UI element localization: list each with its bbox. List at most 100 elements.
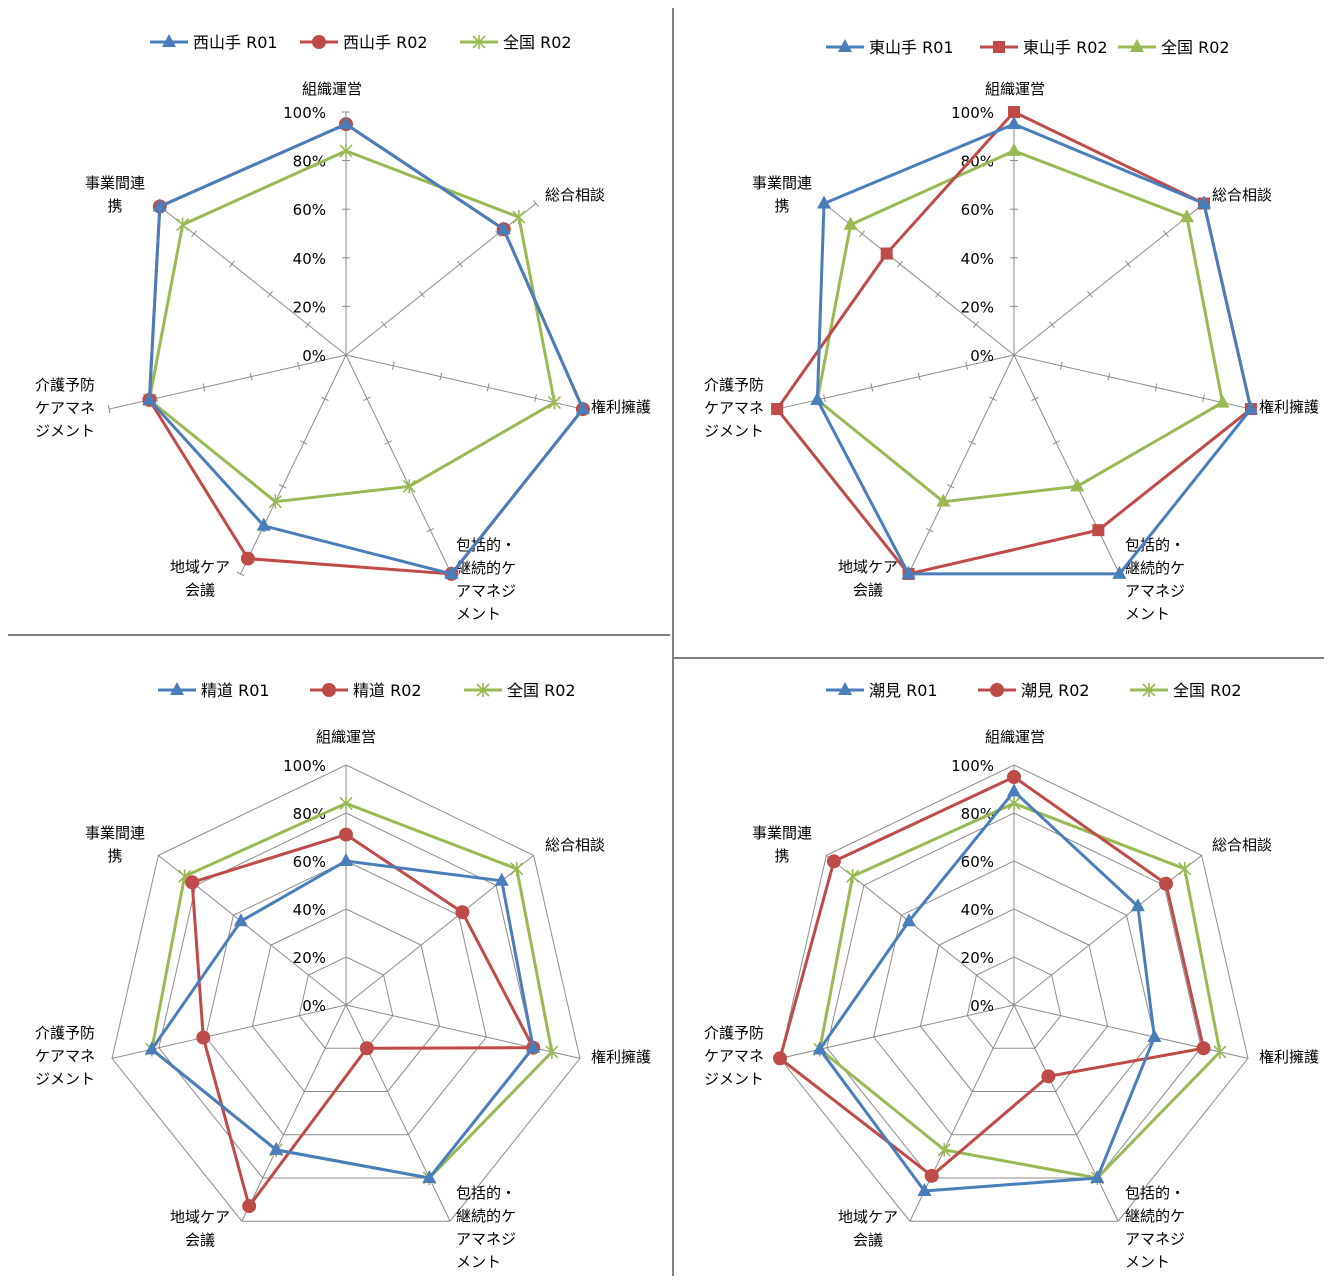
data-point <box>1158 876 1173 891</box>
grid-tick <box>191 230 197 238</box>
data-point <box>1213 1045 1227 1059</box>
series-line <box>815 122 1253 576</box>
grid-tick <box>1087 290 1093 298</box>
grid-tick <box>859 230 865 238</box>
data-point <box>1070 478 1085 492</box>
series-line <box>147 149 556 504</box>
grid-tick <box>384 440 392 445</box>
grid-tick <box>297 361 300 370</box>
legend-marker <box>993 41 1005 53</box>
data-point <box>810 391 825 405</box>
data-point <box>937 1142 951 1157</box>
data-point <box>144 1041 159 1055</box>
grid-tick <box>1060 361 1063 370</box>
legend-marker <box>170 682 184 695</box>
category-label: 組織運営 <box>316 728 376 746</box>
grid-tick <box>321 396 329 401</box>
series-line <box>147 122 585 576</box>
grid-tick <box>935 290 941 298</box>
data-point <box>240 551 255 566</box>
grid-tick <box>925 527 934 533</box>
radial-tick-label: 80% <box>961 153 994 171</box>
series-circle <box>142 117 590 581</box>
radar-chart-4: 0% 20% 40% 60% 80% 100% 組織運営総合相談権利擁護包括的・継続的ケアマ… <box>704 681 1319 1271</box>
category-label: 包括的・継続的ケアマネジメント <box>456 1184 516 1271</box>
grid-tick <box>107 405 111 414</box>
data-point <box>1112 565 1127 579</box>
grid-tick <box>381 321 387 329</box>
data-point <box>1041 1069 1056 1084</box>
grid-spoke <box>345 1004 581 1059</box>
grid-tick <box>363 396 371 401</box>
grid-tick <box>278 484 287 489</box>
series-circle <box>773 770 1211 1183</box>
data-point <box>1007 796 1021 811</box>
radial-tick-label: 60% <box>961 853 994 871</box>
grid-spoke <box>1013 203 1205 356</box>
radial-tick-label: 100% <box>283 104 326 122</box>
grid-spoke <box>345 354 452 575</box>
data-point <box>773 1051 788 1066</box>
category-label: 権利擁護 <box>591 1048 651 1066</box>
data-point <box>880 247 893 260</box>
grid-tick <box>989 396 997 401</box>
data-point <box>526 1039 541 1053</box>
series-triangle <box>812 783 1162 1196</box>
grid-tick <box>968 440 976 445</box>
legend-marker <box>838 39 852 52</box>
data-point <box>901 913 916 927</box>
grid-spoke <box>1013 1004 1119 1222</box>
radial-tick-label: 100% <box>283 757 326 775</box>
data-point <box>545 1045 559 1059</box>
radial-tick-label: 20% <box>293 298 326 316</box>
series-triangle <box>144 853 541 1183</box>
data-point <box>1007 783 1021 797</box>
grid-ring <box>158 812 534 1179</box>
grid-tick <box>267 290 273 298</box>
data-point <box>917 1182 932 1196</box>
grid-tick <box>1049 321 1055 329</box>
legend: 精道 R01 精道 R02 全国 R02 <box>158 681 576 700</box>
category-label: 地域ケア会議 <box>170 558 230 599</box>
data-point <box>1130 898 1145 912</box>
data-point <box>924 1168 939 1183</box>
radial-tick-label: 20% <box>961 298 994 316</box>
radial-tick-label: 40% <box>293 901 326 919</box>
data-point <box>422 1169 437 1183</box>
legend-label: 東山手 R01 <box>869 38 954 57</box>
radial-tick-label: 60% <box>961 201 994 219</box>
legend-marker <box>312 35 326 49</box>
legend: 潮見 R01 潮見 R02 全国 R02 <box>826 681 1242 700</box>
radial-tick-label: 20% <box>293 949 326 967</box>
grid-tick <box>534 394 537 403</box>
series-line <box>778 775 1206 1178</box>
legend-label: 全国 R02 <box>507 681 576 700</box>
data-point <box>1007 770 1021 784</box>
category-label: 事業間連携 <box>85 824 145 865</box>
data-point <box>771 403 784 416</box>
category-label: 地域ケア会議 <box>838 558 898 599</box>
data-point <box>268 494 282 509</box>
legend: 東山手 R01 東山手 R02 全国 R02 <box>826 38 1230 57</box>
grid-tick <box>1031 396 1039 401</box>
grid-tick <box>439 372 443 381</box>
legend-marker <box>990 683 1004 697</box>
data-point <box>1215 394 1230 408</box>
legend-label: 西山手 R01 <box>193 33 278 52</box>
legend-marker <box>472 35 486 49</box>
data-point <box>339 116 353 130</box>
grid-ring <box>919 908 1109 1092</box>
radar-grid <box>779 764 1249 1222</box>
legend-marker <box>838 682 852 695</box>
data-point <box>233 913 248 927</box>
category-label: 組織運営 <box>302 80 362 98</box>
category-label: 事業間連携 <box>752 824 812 865</box>
series-line <box>150 801 554 1180</box>
grid-ring <box>966 956 1062 1049</box>
radar-chart-1: 0% 20% 40% 60% 80% 100% 組織運営総合相談権利擁護包括的・継続的ケアマ… <box>35 33 651 623</box>
category-label: 総合相談 <box>545 186 605 204</box>
horizontal-divider-right <box>674 657 1324 659</box>
radial-tick-label: 0% <box>970 347 994 365</box>
grid-spoke <box>1013 354 1120 575</box>
radar-chart-2: 0% 20% 40% 60% 80% 100% 組織運営総合相談権利擁護包括的・継続的ケアマ… <box>704 38 1319 623</box>
